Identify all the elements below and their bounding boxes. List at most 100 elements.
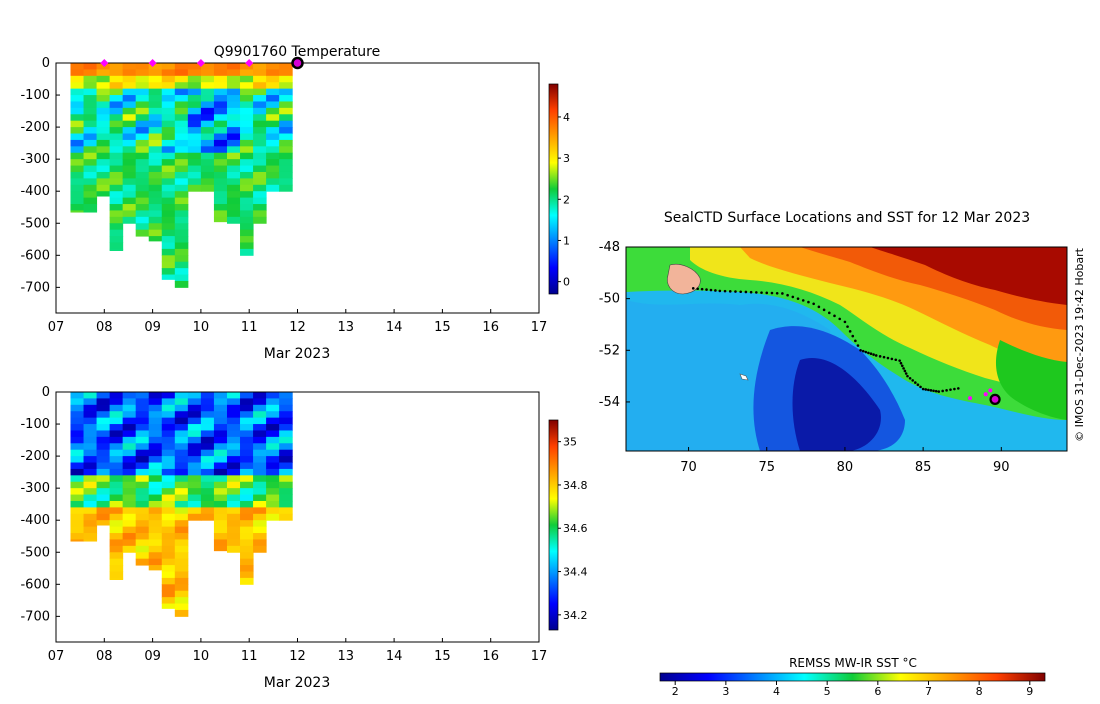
- sst-colorbar-tick-label: 6: [874, 685, 881, 698]
- data-cell: [135, 139, 150, 147]
- data-cell: [213, 191, 228, 199]
- data-cell: [253, 526, 267, 534]
- data-cell: [200, 127, 215, 135]
- data-cell: [253, 436, 267, 444]
- data-cell: [96, 513, 111, 521]
- data-cell: [213, 417, 228, 425]
- data-cell: [70, 507, 85, 515]
- x-tick-label: 16: [482, 649, 499, 664]
- data-cell: [253, 191, 267, 199]
- data-cell: [213, 430, 228, 438]
- data-cell: [200, 184, 215, 192]
- x-tick-label: 13: [338, 649, 355, 664]
- data-cell: [96, 101, 111, 109]
- data-cell: [70, 539, 85, 542]
- data-cell: [213, 171, 228, 179]
- track-point: [924, 388, 928, 391]
- data-cell: [174, 107, 189, 115]
- data-cell: [122, 392, 137, 399]
- data-cell: [253, 411, 267, 419]
- data-cell: [240, 223, 254, 231]
- data-cell: [161, 558, 176, 566]
- data-cell: [187, 159, 202, 167]
- data-cell: [122, 507, 137, 515]
- track-point: [903, 369, 907, 373]
- data-cell: [174, 552, 189, 560]
- data-cell: [122, 159, 137, 167]
- data-cell: [148, 488, 163, 496]
- data-cell: [109, 545, 124, 553]
- data-cell: [187, 88, 202, 96]
- data-cell: [279, 456, 293, 464]
- data-cell: [200, 88, 215, 96]
- data-cell: [70, 197, 85, 205]
- track-point: [911, 379, 915, 382]
- x-tick-label: 17: [531, 649, 548, 664]
- data-cell: [266, 392, 280, 399]
- data-cell: [109, 468, 124, 476]
- data-cell: [148, 229, 163, 237]
- sst-colorbar-tick-label: 8: [976, 685, 983, 698]
- data-cell: [122, 152, 137, 160]
- track-point: [775, 291, 779, 295]
- data-cell: [240, 565, 254, 572]
- map-current-position-marker: [989, 393, 1001, 405]
- data-cell: [135, 539, 150, 547]
- map-x-tick-label: 80: [837, 460, 854, 475]
- data-cell: [161, 392, 176, 399]
- data-cell: [253, 139, 267, 147]
- x-tick-label: 11: [241, 320, 258, 335]
- data-cell: [70, 417, 85, 425]
- data-cell: [122, 82, 137, 90]
- map-axes-frame: [625, 246, 1068, 452]
- data-cell: [148, 159, 163, 167]
- data-cell: [240, 248, 254, 256]
- data-cell: [83, 75, 98, 83]
- data-cell: [135, 507, 150, 515]
- data-cell: [161, 424, 176, 431]
- data-cell: [226, 184, 241, 192]
- data-cell: [226, 197, 241, 205]
- data-cell: [161, 533, 176, 540]
- data-cell: [279, 500, 293, 508]
- data-cell: [200, 404, 215, 412]
- data-cell: [253, 513, 267, 521]
- data-cell: [253, 69, 267, 77]
- data-cell: [226, 191, 241, 199]
- data-cell: [83, 526, 98, 534]
- data-cell: [266, 500, 280, 508]
- data-cell: [174, 533, 189, 540]
- data-cell: [109, 178, 124, 186]
- data-cell: [83, 424, 98, 431]
- data-cell: [253, 171, 267, 179]
- data-cell: [161, 539, 176, 547]
- data-cell: [253, 75, 267, 83]
- data-cell: [161, 552, 176, 560]
- data-cell: [109, 481, 124, 489]
- data-cell: [279, 82, 293, 90]
- data-cell: [213, 488, 228, 496]
- data-cell: [174, 114, 189, 122]
- data-cell: [213, 139, 228, 147]
- sst-colorbar-tick-label: 5: [824, 685, 831, 698]
- data-cell: [226, 475, 241, 483]
- data-cell: [266, 184, 280, 192]
- data-cell: [213, 165, 228, 173]
- data-cell: [161, 520, 176, 528]
- x-tick-label: 14: [386, 320, 403, 335]
- data-cell: [200, 101, 215, 109]
- x-tick-label: 10: [193, 649, 210, 664]
- x-tick-label: 15: [434, 320, 451, 335]
- temperature-x-ticks: 07 08 09 10 11 12 13 14 15 16 17: [48, 309, 547, 335]
- data-cell: [161, 468, 176, 476]
- data-cell: [174, 494, 189, 502]
- data-cell: [240, 398, 254, 406]
- data-cell: [240, 204, 254, 211]
- data-cell: [200, 449, 215, 457]
- data-cell: [109, 229, 124, 237]
- data-cell: [109, 475, 124, 483]
- data-cell: [135, 558, 150, 566]
- data-cell: [109, 488, 124, 496]
- data-cell: [174, 417, 189, 425]
- data-cell: [96, 443, 111, 451]
